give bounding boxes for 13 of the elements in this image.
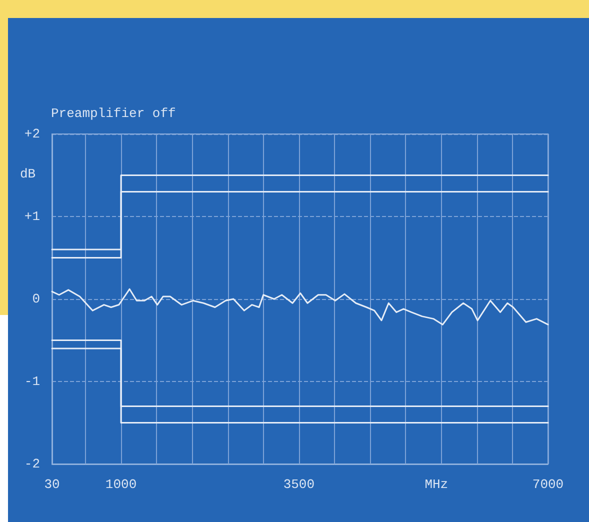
y-tick-label: +1 (24, 209, 40, 224)
chart-title: Preamplifier off (51, 106, 176, 121)
line-series (51, 288, 549, 326)
x-tick-label: 30 (44, 477, 60, 492)
x-tick-label: 7000 (532, 477, 564, 492)
x-tick-label: 3500 (283, 477, 315, 492)
y-tick-label: -1 (24, 374, 40, 389)
y-tick-label: +2 (24, 126, 40, 142)
y-tick-label: 0 (32, 292, 40, 306)
y-axis-title: dB (20, 166, 36, 182)
x-tick-label: 1000 (105, 477, 137, 492)
y-tick-label: -2 (24, 456, 40, 472)
x-axis-title: MHz (424, 477, 448, 492)
